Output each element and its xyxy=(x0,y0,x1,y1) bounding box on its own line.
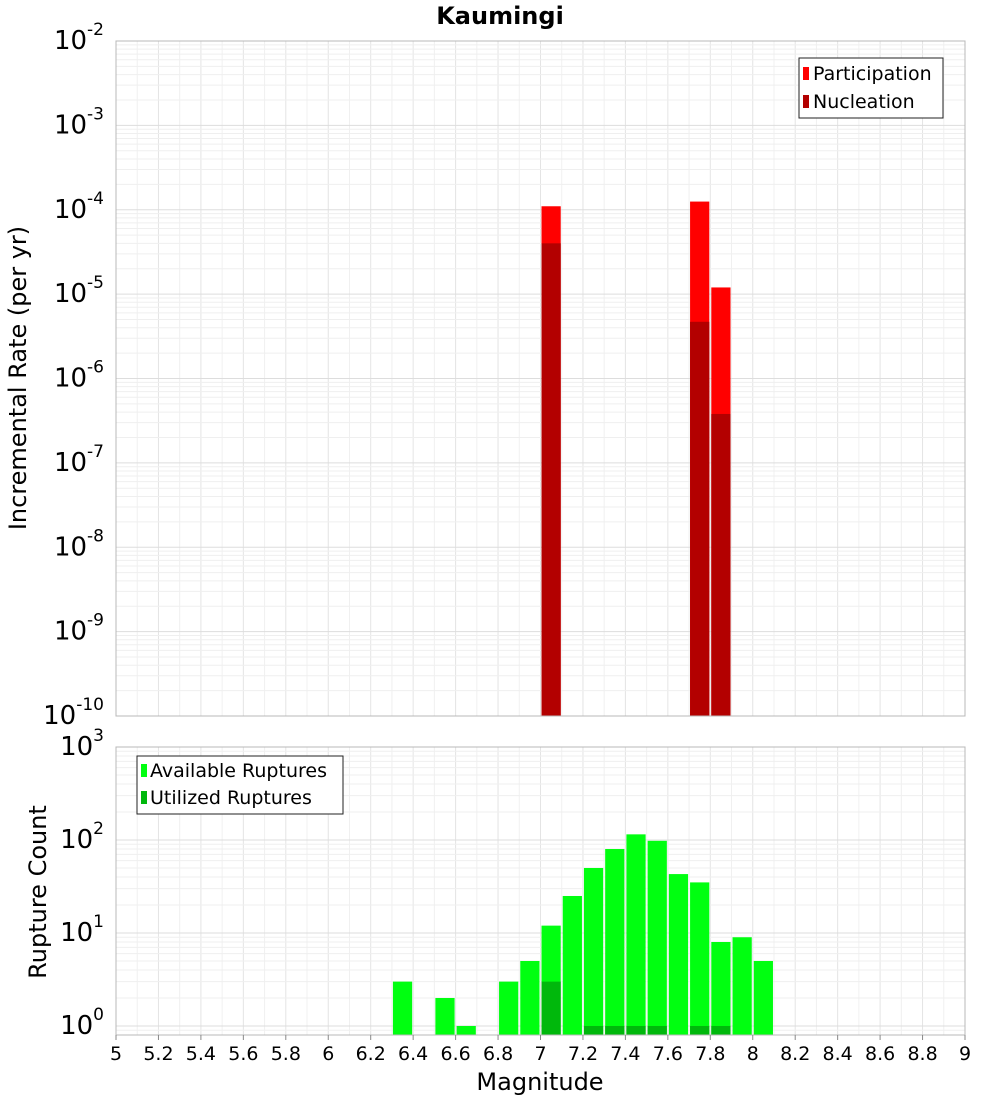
chart-title: Kaumingi xyxy=(436,2,564,30)
y-tick-label: 10-10 xyxy=(43,695,104,731)
x-tick-label: 7.4 xyxy=(610,1043,640,1065)
rate-legend: Participation Nucleation xyxy=(798,57,944,119)
available-bar xyxy=(690,882,710,1035)
y-tick-label: 101 xyxy=(60,912,104,948)
utilized-legend-label: Utilized Ruptures xyxy=(150,787,312,809)
available-bar xyxy=(583,867,604,1035)
count-plot-y-ticks: 100 101 102 103 xyxy=(60,726,104,1041)
y-tick-label: 10-3 xyxy=(54,104,104,140)
x-tick-label: 6.8 xyxy=(483,1043,513,1065)
y-tick-label: 10-2 xyxy=(54,20,104,56)
x-tick-label: 5.4 xyxy=(186,1043,216,1065)
available-bar xyxy=(711,942,731,1035)
y-tick-label: 10-7 xyxy=(54,442,104,478)
y-tick-label: 10-4 xyxy=(54,189,104,225)
y-tick-label: 10-8 xyxy=(54,526,104,562)
x-tick-label: 7 xyxy=(534,1043,546,1065)
x-tick-label: 6.6 xyxy=(440,1043,470,1065)
rate-legend-box xyxy=(798,57,944,119)
rate-plot-frame xyxy=(115,40,966,717)
available-bar xyxy=(647,840,667,1035)
nucleation-legend-label: Nucleation xyxy=(813,91,915,113)
available-legend-label: Available Ruptures xyxy=(150,760,327,782)
x-tick-label: 8.4 xyxy=(823,1043,853,1065)
count-legend: Available Ruptures Utilized Ruptures xyxy=(136,755,344,815)
x-tick-label: 7.2 xyxy=(568,1043,598,1065)
x-tick-label: 8.6 xyxy=(865,1043,895,1065)
count-legend-box xyxy=(136,755,344,815)
nucleation-legend-swatch xyxy=(803,95,809,108)
available-bar xyxy=(732,937,752,1035)
available-bar xyxy=(668,874,689,1035)
x-tick-label: 8.2 xyxy=(780,1043,810,1065)
available-bar xyxy=(435,997,455,1035)
available-bar xyxy=(456,1025,476,1035)
magnitude-x-ticks: 5 5.2 5.4 5.6 5.8 6 6.2 6.4 6.6 6.8 7 7.2 7.4 7.6 7.8 8… xyxy=(110,1035,971,1065)
utilized-legend-swatch xyxy=(141,791,147,804)
utilized-bar xyxy=(541,981,561,1035)
utilized-bar xyxy=(647,1025,667,1035)
utilized-bar xyxy=(626,1025,646,1035)
x-tick-label: 5.2 xyxy=(143,1043,173,1065)
y-tick-label: 10-6 xyxy=(54,358,104,394)
x-tick-label: 7.8 xyxy=(695,1043,725,1065)
rate-plot-panel: 10-10 10-9 10-8 10-7 10-6 10-5 10-4 10-3 10-2 In… xyxy=(4,20,966,731)
y-tick-label: 10-9 xyxy=(54,611,104,647)
x-tick-label: 5 xyxy=(110,1043,122,1065)
utilized-bar xyxy=(605,1025,625,1035)
x-tick-label: 6.4 xyxy=(398,1043,428,1065)
available-bar xyxy=(562,895,582,1035)
x-tick-label: 8.8 xyxy=(907,1043,937,1065)
x-tick-label: 6.2 xyxy=(356,1043,386,1065)
utilized-bar xyxy=(711,1025,731,1035)
available-bar xyxy=(499,981,519,1035)
participation-legend-label: Participation xyxy=(813,63,932,85)
nucleation-bar xyxy=(711,413,731,716)
y-tick-label: 102 xyxy=(60,819,104,855)
x-tick-label: 9 xyxy=(959,1043,971,1065)
available-bar xyxy=(753,960,773,1035)
x-tick-label: 6 xyxy=(322,1043,334,1065)
x-tick-label: 5.6 xyxy=(228,1043,258,1065)
available-bar xyxy=(605,849,625,1035)
available-legend-swatch xyxy=(141,764,147,777)
available-bar xyxy=(520,960,540,1035)
rate-plot-y-ticks: 10-10 10-9 10-8 10-7 10-6 10-5 10-4 10-3 10-2 xyxy=(43,20,104,731)
nucleation-bar xyxy=(690,321,710,716)
rate-y-axis-label: Incremental Rate (per yr) xyxy=(4,226,32,530)
rate-plot-grid xyxy=(115,40,966,717)
available-bar xyxy=(626,834,646,1035)
y-tick-label: 100 xyxy=(60,1005,104,1041)
count-y-axis-label: Rupture Count xyxy=(24,805,52,979)
x-tick-label: 5.8 xyxy=(271,1043,301,1065)
nucleation-bar xyxy=(541,243,561,717)
x-axis-label: Magnitude xyxy=(476,1068,603,1096)
rate-plot-bars xyxy=(541,201,731,717)
count-plot-panel: 100 101 102 103 5 5.2 5.4 5.6 5.8 6 6.2 6.4 6.6 6.8 7… xyxy=(24,726,971,1096)
y-tick-label: 10-5 xyxy=(54,273,104,309)
x-tick-label: 8 xyxy=(747,1043,759,1065)
y-tick-label: 103 xyxy=(60,726,104,762)
utilized-bar xyxy=(583,1025,604,1035)
count-plot-bars xyxy=(392,834,773,1035)
utilized-bar xyxy=(690,1025,710,1035)
participation-legend-swatch xyxy=(803,67,809,80)
x-tick-label: 7.6 xyxy=(653,1043,683,1065)
available-bar xyxy=(392,981,413,1035)
